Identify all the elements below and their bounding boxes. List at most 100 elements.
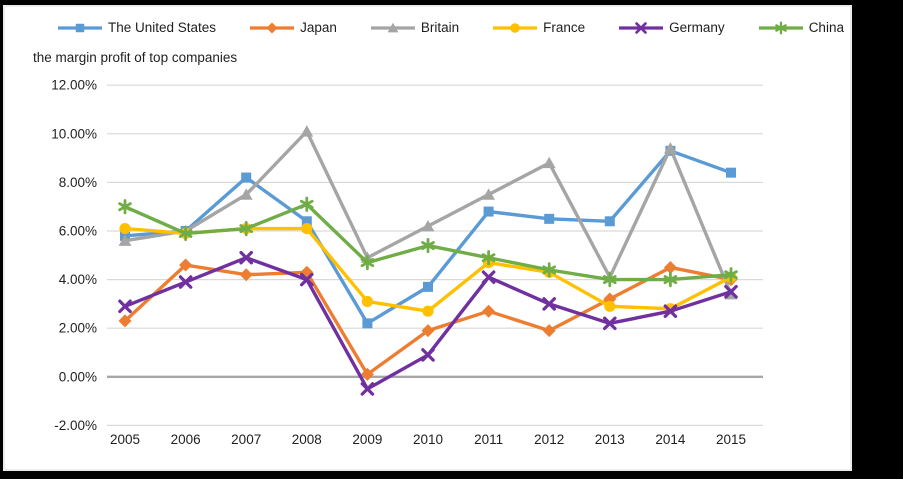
chart-title: the margin profit of top companies — [33, 50, 238, 65]
x-marker-icon — [602, 316, 617, 331]
legend-item-the-united-states: The United States — [57, 20, 216, 35]
x-tick-label: 2005 — [110, 432, 140, 447]
diamond-marker-icon — [482, 304, 496, 318]
diamond-marker-icon — [239, 268, 253, 282]
x-tick-label: 2015 — [716, 432, 746, 447]
x-tick-label: 2010 — [413, 432, 443, 447]
square-marker-icon — [241, 172, 252, 183]
legend-marker-icon — [758, 21, 803, 34]
x-marker-icon — [635, 21, 647, 34]
triangle-marker-icon — [482, 188, 495, 200]
y-tick-label: 6.00% — [59, 224, 97, 239]
series-japan — [118, 258, 738, 381]
y-tick-label: 4.00% — [59, 272, 97, 287]
diamond-marker-icon — [421, 324, 435, 338]
asterisk-marker-icon — [542, 262, 557, 278]
circle-marker-icon — [604, 300, 616, 312]
triangle-marker-icon — [421, 219, 435, 232]
x-marker-icon — [299, 272, 314, 287]
asterisk-marker-icon — [602, 272, 617, 288]
x-marker-icon — [421, 348, 435, 362]
x-tick-label: 2013 — [595, 432, 625, 447]
circle-marker-icon — [361, 295, 373, 308]
y-tick-label: 10.00% — [51, 126, 97, 141]
legend-item-germany: Germany — [618, 20, 725, 35]
x-marker-icon — [724, 284, 738, 299]
x-marker-icon — [481, 270, 496, 284]
series-line — [123, 149, 733, 326]
legend-label: The United States — [108, 20, 217, 35]
circle-marker-icon — [301, 222, 313, 235]
x-axis-labels: 2005 2006 2007 2008 2009 2010 2011 2012 2013 2014… — [110, 432, 746, 447]
triangle-marker-icon — [664, 142, 677, 154]
asterisk-marker-icon — [421, 237, 435, 254]
asterisk-marker-icon — [663, 272, 678, 288]
asterisk-marker-icon — [774, 21, 787, 34]
x-tick-label: 2007 — [231, 432, 261, 447]
y-tick-label: 0.00% — [59, 369, 97, 384]
x-marker-icon — [178, 275, 193, 289]
series-line — [123, 263, 733, 377]
square-marker-icon — [544, 213, 555, 224]
series-germany — [118, 250, 738, 396]
diamond-marker-icon — [266, 21, 278, 34]
legend-label: Japan — [300, 20, 337, 35]
x-tick-label: 2014 — [655, 432, 686, 447]
series-line — [123, 256, 733, 391]
triangle-marker-icon — [387, 22, 399, 32]
asterisk-marker-icon — [299, 196, 314, 212]
gridlines — [107, 84, 763, 426]
asterisk-marker-icon — [239, 220, 253, 237]
square-marker-icon — [726, 167, 736, 178]
legend-label: France — [543, 20, 586, 35]
diamond-marker-icon — [360, 367, 374, 381]
series-china — [118, 196, 738, 288]
y-tick-label: 8.00% — [59, 175, 97, 190]
legend-marker-icon — [370, 22, 415, 32]
triangle-marker-icon — [542, 156, 556, 169]
x-marker-icon — [360, 382, 375, 396]
circle-marker-icon — [510, 22, 520, 33]
series-the-united-states — [120, 145, 736, 329]
y-tick-label: 2.00% — [59, 321, 97, 336]
legend-marker-icon — [58, 23, 102, 32]
legend-item-france: France — [492, 20, 585, 35]
circle-marker-icon — [422, 305, 434, 317]
triangle-marker-icon — [239, 188, 253, 200]
x-tick-label: 2009 — [352, 432, 382, 447]
x-tick-label: 2012 — [534, 432, 564, 447]
legend-item-britain: Britain — [370, 20, 459, 35]
triangle-marker-icon — [300, 125, 314, 137]
square-marker-icon — [604, 216, 615, 227]
y-tick-label: -2.00% — [54, 418, 97, 433]
legend-marker-icon — [619, 21, 664, 34]
triangle-marker-icon — [118, 234, 132, 246]
square-marker-icon — [75, 23, 85, 32]
diamond-marker-icon — [542, 324, 556, 338]
diamond-marker-icon — [663, 260, 677, 274]
diamond-marker-icon — [179, 258, 193, 272]
square-marker-icon — [423, 281, 433, 292]
legend-label: Germany — [669, 20, 725, 35]
circle-marker-icon — [119, 222, 131, 235]
legend-label: Britain — [420, 20, 460, 35]
y-axis-labels: 12.00% 10.00% 8.00% 6.00% 4.00% 2.00% 0.00% -2.… — [51, 78, 97, 433]
square-marker-icon — [301, 216, 312, 227]
x-marker-icon — [239, 250, 253, 265]
square-marker-icon — [362, 318, 373, 329]
asterisk-marker-icon — [724, 267, 738, 283]
x-marker-icon — [118, 299, 132, 314]
x-marker-icon — [663, 304, 678, 318]
legend-item-japan: Japan — [249, 20, 337, 35]
legend-item-china: China — [758, 20, 844, 35]
diamond-marker-icon — [118, 314, 132, 328]
asterisk-marker-icon — [360, 254, 375, 271]
y-tick-label: 12.00% — [51, 78, 97, 93]
x-tick-label: 2006 — [171, 432, 201, 447]
legend-marker-icon — [250, 21, 295, 34]
legend-marker-icon — [493, 22, 538, 33]
x-marker-icon — [542, 297, 557, 311]
square-marker-icon — [483, 206, 494, 217]
